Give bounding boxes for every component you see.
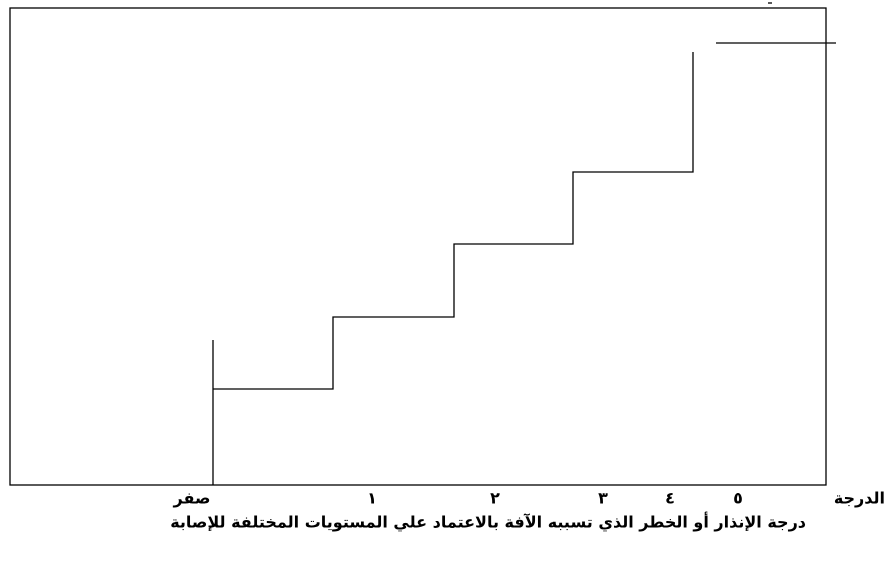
x-label: ١ [367,489,377,508]
x-label: صفر [173,489,211,508]
x-label: ٣ [598,489,608,508]
x-label: ٤ [665,489,675,508]
caption: درجة الإنذار أو الخطر الذي تسببه الآفة ب… [170,512,806,533]
x-label: ٢ [490,489,500,508]
frame [9,7,827,486]
axis-title: الدرجة [834,489,885,508]
x-label: ٥ [733,489,743,508]
step-line [213,52,694,390]
